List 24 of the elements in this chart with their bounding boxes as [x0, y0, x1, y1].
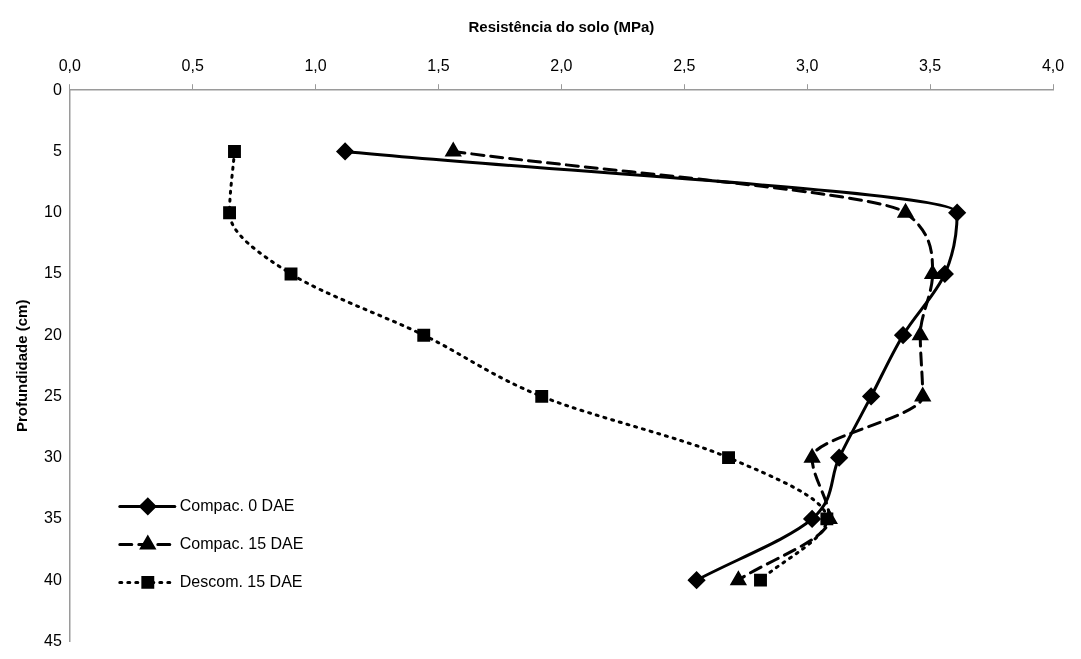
- y-axis-title: Profundidade (cm): [13, 299, 31, 433]
- y-tick-label: 0: [52, 80, 62, 98]
- x-tick-label: 3,5: [918, 57, 942, 75]
- y-tick-label: 35: [44, 509, 62, 527]
- y-tick-label: 40: [44, 570, 62, 588]
- y-tick-label: 45: [44, 631, 62, 649]
- legend-label: Descom. 15 DAE: [179, 572, 303, 590]
- y-tick-label: 30: [44, 448, 62, 466]
- x-tick-label: 1,0: [304, 57, 327, 75]
- x-tick-label: 0,5: [181, 57, 204, 75]
- legend-label: Compac. 0 DAE: [179, 496, 295, 514]
- y-tick-label: 25: [44, 386, 62, 404]
- legend-label: Compac. 15 DAE: [179, 534, 304, 552]
- x-tick-label: 2,0: [550, 57, 573, 75]
- y-tick-label: 10: [44, 203, 62, 221]
- y-tick-label: 20: [44, 325, 62, 343]
- x-axis-title: Resistência do solo (MPa): [468, 18, 655, 36]
- y-tick-label: 15: [44, 264, 62, 282]
- x-tick-label: 0,0: [58, 57, 82, 75]
- x-tick-label: 3,0: [796, 57, 819, 75]
- x-tick-label: 4,0: [1041, 57, 1065, 75]
- y-tick-label: 5: [52, 141, 62, 159]
- x-tick-label: 1,5: [427, 57, 450, 75]
- x-tick-label: 2,5: [673, 57, 696, 75]
